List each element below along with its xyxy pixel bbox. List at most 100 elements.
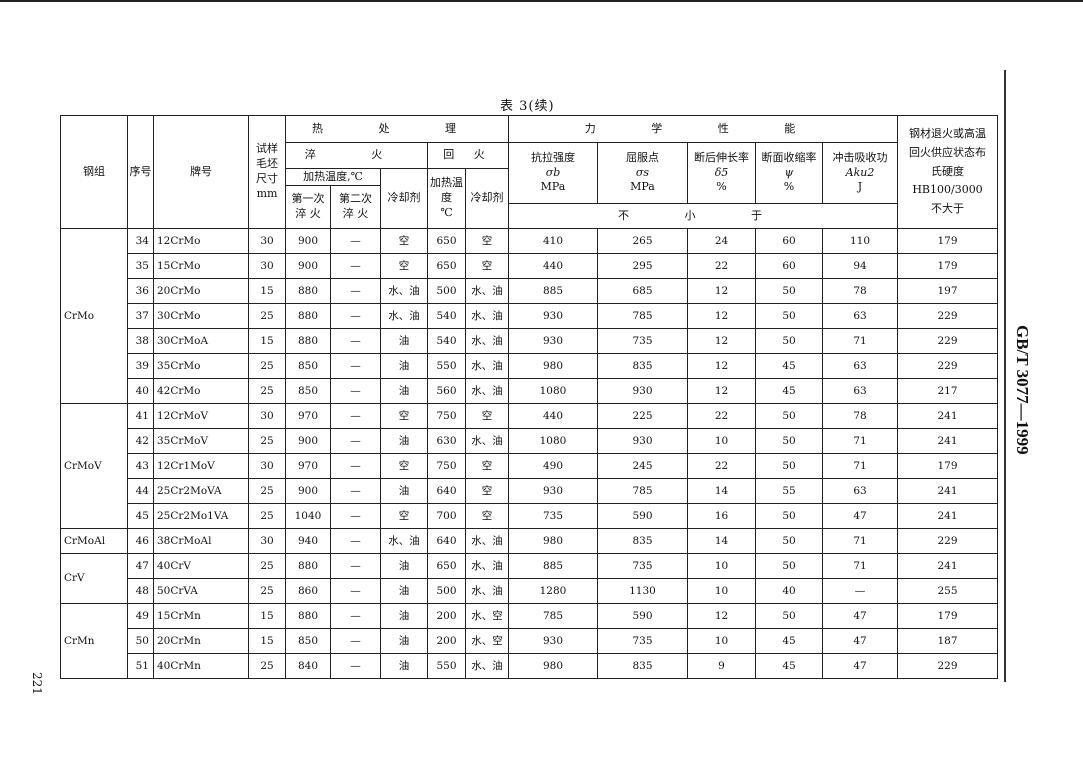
cell-hardness: 255	[897, 578, 998, 604]
cell-grade: 25Cr2Mo1VA	[153, 503, 249, 529]
cell-reduction: 45	[755, 378, 823, 404]
cell-blank-size: 15	[248, 278, 286, 304]
cell-second-quench-temp: —	[330, 553, 381, 579]
header-temper-coolant: 冷却剂	[465, 168, 509, 229]
cell-quench-coolant: 油	[380, 428, 428, 454]
cell-tensile: 785	[508, 603, 598, 629]
table-row: 36 20CrMo 15 880— 水、油 500 水、油 885 685 12 50 78 197	[61, 278, 998, 304]
header-impact: 冲击吸收功 Aku2 J	[822, 142, 898, 204]
cell-impact: 47	[822, 503, 898, 529]
cell-reduction: 60	[755, 253, 823, 279]
cell-grade: 38CrMoAl	[153, 528, 249, 554]
cell-second-quench-temp: —	[330, 328, 381, 354]
cell-temper-coolant: 水、空	[465, 603, 509, 629]
cell-blank-size: 15	[248, 328, 286, 354]
cell-tensile: 735	[508, 503, 598, 529]
cell-reduction: 50	[755, 603, 823, 629]
cell-impact: 47	[822, 653, 898, 679]
cell-yield: 835	[597, 353, 688, 379]
cell-reduction: 40	[755, 578, 823, 604]
cell-second-quench-temp: —	[330, 578, 381, 604]
cell-elongation: 16	[687, 503, 756, 529]
cell-yield: 685	[597, 278, 688, 304]
cell-reduction: 60	[755, 228, 823, 254]
cell-tensile: 440	[508, 403, 598, 429]
cell-index: 51	[127, 653, 154, 679]
cell-impact: 71	[822, 553, 898, 579]
cell-grade: 30CrMo	[153, 303, 249, 329]
impact-name: 冲击吸收功	[832, 150, 888, 164]
cell-hardness: 179	[897, 253, 998, 279]
cell-index: 49	[127, 603, 154, 629]
cell-grade: 35CrMoV	[153, 428, 249, 454]
yield-symbol: σs	[635, 165, 650, 179]
cell-reduction: 50	[755, 278, 823, 304]
cell-hardness: 179	[897, 453, 998, 479]
cell-reduction: 50	[755, 503, 823, 529]
cell-blank-size: 30	[248, 453, 286, 479]
cell-first-quench-temp: 970	[285, 453, 331, 479]
cell-elongation: 12	[687, 328, 756, 354]
cell-yield: 835	[597, 653, 688, 679]
table-row: 45 25Cr2Mo1VA 25 1040— 空 700 空 735 590 16 50 47 241	[61, 503, 998, 529]
cell-quench-coolant: 油	[380, 603, 428, 629]
header-heat-temp: 加热温度,℃	[285, 168, 381, 186]
table-row: 48 50CrVA 25 860— 油 500 水、油 1280 1130 10 40—255	[61, 578, 998, 604]
cell-hardness: 197	[897, 278, 998, 304]
cell-reduction: 45	[755, 653, 823, 679]
cell-yield: 735	[597, 628, 688, 654]
cell-first-quench-temp: 880	[285, 303, 331, 329]
cell-reduction: 45	[755, 628, 823, 654]
cell-yield: 1130	[597, 578, 688, 604]
cell-index: 44	[127, 478, 154, 504]
cell-hardness: 229	[897, 653, 998, 679]
cell-second-quench-temp: —	[330, 453, 381, 479]
cell-temper-coolant: 水、油	[465, 653, 509, 679]
cell-quench-coolant: 水、油	[380, 278, 428, 304]
cell-yield: 265	[597, 228, 688, 254]
cell-elongation: 9	[687, 653, 756, 679]
elongation-symbol: δ5	[714, 165, 729, 179]
cell-second-quench-temp: —	[330, 303, 381, 329]
cell-impact: 78	[822, 403, 898, 429]
cell-temper-temp: 640	[427, 528, 466, 554]
cell-tensile: 980	[508, 528, 598, 554]
cell-elongation: 14	[687, 478, 756, 504]
temper-temp-unit: ℃	[440, 205, 453, 219]
cell-quench-coolant: 油	[380, 478, 428, 504]
cell-yield: 930	[597, 378, 688, 404]
cell-hardness: 179	[897, 228, 998, 254]
cell-elongation: 12	[687, 278, 756, 304]
cell-blank-size: 30	[248, 528, 286, 554]
cell-grade: 40CrV	[153, 553, 249, 579]
cell-elongation: 10	[687, 553, 756, 579]
cell-first-quench-temp: 900	[285, 228, 331, 254]
cell-reduction: 50	[755, 403, 823, 429]
cell-temper-temp: 550	[427, 353, 466, 379]
cell-first-quench-temp: 860	[285, 578, 331, 604]
cell-blank-size: 25	[248, 578, 286, 604]
cell-yield: 785	[597, 303, 688, 329]
cell-hardness: 241	[897, 478, 998, 504]
cell-impact: 47	[822, 603, 898, 629]
cell-impact: 71	[822, 428, 898, 454]
cell-second-quench-temp: —	[330, 653, 381, 679]
cell-impact: 63	[822, 303, 898, 329]
cell-reduction: 50	[755, 303, 823, 329]
cell-elongation: 12	[687, 603, 756, 629]
cell-hardness: 241	[897, 553, 998, 579]
cell-hardness: 229	[897, 528, 998, 554]
cell-elongation: 24	[687, 228, 756, 254]
table-row: CrV 47 40CrV 25 880— 油 650 水、油 885 735 10 50 71 241	[60, 553, 998, 604]
cell-first-quench-temp: 970	[285, 403, 331, 429]
cell-blank-size: 30	[248, 253, 286, 279]
cell-elongation: 22	[687, 453, 756, 479]
group-name: CrV	[60, 553, 128, 604]
table-row: CrMn 49 15CrMn 15 880— 油 200 水、空 785 590 12 50 47 179	[60, 603, 998, 679]
cell-grade: 35CrMo	[153, 353, 249, 379]
blank-size-unit: mm	[256, 186, 278, 200]
cell-blank-size: 15	[248, 628, 286, 654]
cell-tensile: 930	[508, 628, 598, 654]
cell-blank-size: 25	[248, 553, 286, 579]
cell-temper-temp: 200	[427, 603, 466, 629]
